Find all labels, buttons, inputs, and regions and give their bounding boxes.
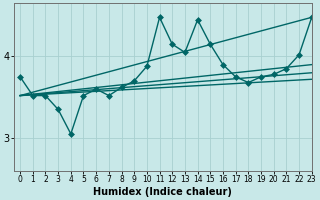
- X-axis label: Humidex (Indice chaleur): Humidex (Indice chaleur): [93, 187, 232, 197]
